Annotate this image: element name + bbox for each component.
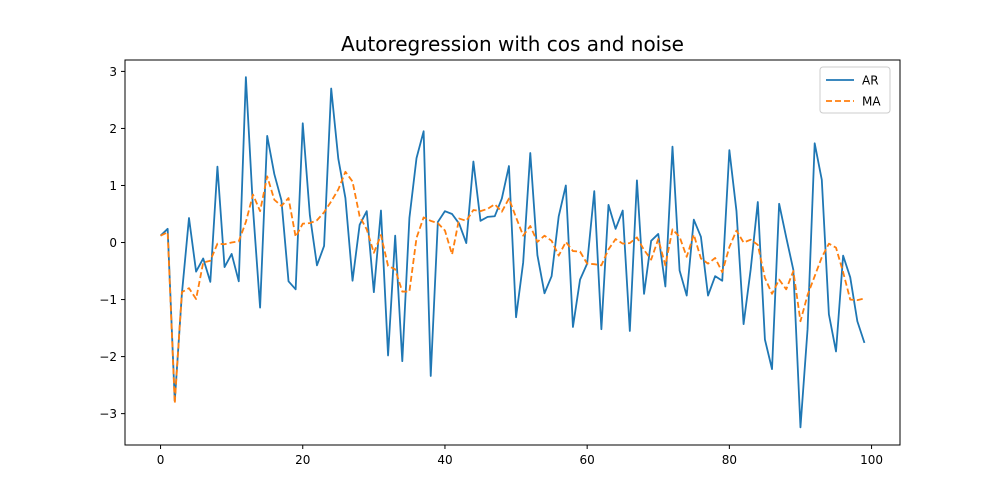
legend: AR MA [819, 66, 891, 114]
x-tick-label: 100 [860, 453, 883, 467]
x-tick-label: 80 [722, 453, 737, 467]
y-tick-label: 3 [109, 65, 117, 79]
x-tick-label: 40 [437, 453, 452, 467]
legend-label-ar: AR [862, 74, 879, 88]
series-layer [159, 76, 866, 429]
y-tick-label: 1 [109, 179, 117, 193]
legend-label-ma: MA [862, 95, 881, 109]
x-tick-label: 20 [295, 453, 310, 467]
y-tick-label: −3 [99, 407, 117, 421]
series-line-ar [159, 76, 866, 429]
y-tick-label: −2 [99, 350, 117, 364]
y-tick-label: 0 [109, 236, 117, 250]
y-tick-label: −1 [99, 293, 117, 307]
series-line-ma [160, 170, 865, 405]
plot-frame [124, 59, 901, 446]
axes: 0 20 40 60 80 100 −3 −2 −1 0 1 2 3 [99, 65, 883, 467]
y-tick-label: 2 [109, 122, 117, 136]
x-tick-label: 0 [157, 453, 165, 467]
x-tick-label: 60 [580, 453, 595, 467]
chart-title: Autoregression with cos and noise [341, 32, 684, 56]
